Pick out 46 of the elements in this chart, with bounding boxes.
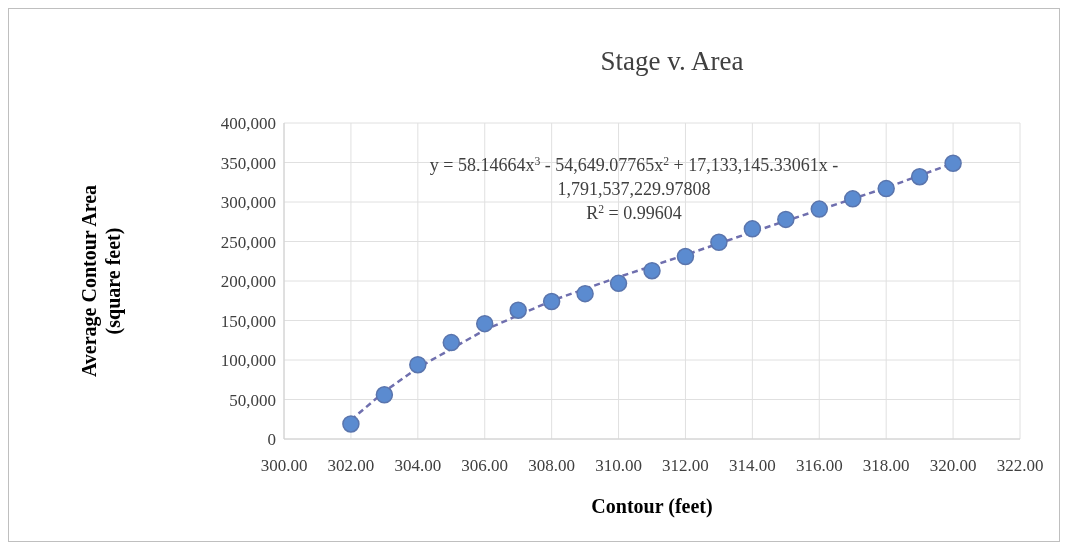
point (710, 233, 728, 252)
point (509, 301, 527, 319)
point (342, 415, 360, 433)
x-tick-label: 300.00 (260, 456, 308, 475)
point (877, 179, 895, 198)
point (810, 200, 829, 218)
x-tick-label: 318.00 (862, 456, 910, 475)
x-tick-label: 306.00 (461, 456, 509, 475)
point (743, 220, 762, 238)
x-tick-label: 320.00 (929, 456, 977, 475)
y-tick-label: 400,000 (220, 114, 276, 133)
x-tick-label: 302.00 (327, 456, 375, 475)
y-tick-label: 150,000 (220, 311, 276, 331)
y-tick-label: 100,000 (220, 351, 276, 370)
annotation: 1,791,537,229.97808 (557, 179, 711, 199)
point (409, 355, 427, 374)
point (643, 261, 661, 280)
y-tick-label: 300,000 (220, 193, 276, 212)
x-tick-label: 304.00 (394, 456, 442, 475)
x-tick-label: 310.00 (595, 456, 642, 475)
y-tick-label: 350,000 (220, 153, 276, 173)
x-tick-label: 308.00 (528, 456, 576, 475)
point (910, 167, 929, 186)
y-axis-title: Average Contour Area (square feet) (78, 184, 125, 378)
x-tick-label: 322.00 (996, 456, 1044, 475)
annotation: R$^{2}$ = 0.99604 (586, 202, 682, 223)
annotation: y = 58.14664x$^{3}$ - 54,649.07765x$^{2}$ + 17,133,145.33061x - (429, 154, 839, 175)
point (676, 247, 695, 266)
x-axis-title: Contour (feet) (591, 495, 713, 518)
y-tick-label: 250,000 (220, 232, 276, 252)
point (944, 154, 962, 173)
x-tick-label: 314.00 (728, 456, 776, 475)
point (609, 274, 628, 293)
x-tick-label: 312.00 (662, 456, 709, 475)
y-tick-label: 200,000 (220, 272, 276, 291)
point (542, 292, 561, 311)
chart-title: Stage v. Area (600, 46, 744, 76)
point (442, 333, 461, 352)
point (843, 190, 862, 208)
y-tick-label: 50,000 (229, 390, 276, 410)
y-tick-label: 0 (267, 430, 276, 449)
x-tick-label: 316.00 (795, 456, 843, 475)
point (777, 210, 795, 229)
point (375, 386, 394, 404)
point (576, 284, 594, 303)
point (475, 314, 494, 333)
